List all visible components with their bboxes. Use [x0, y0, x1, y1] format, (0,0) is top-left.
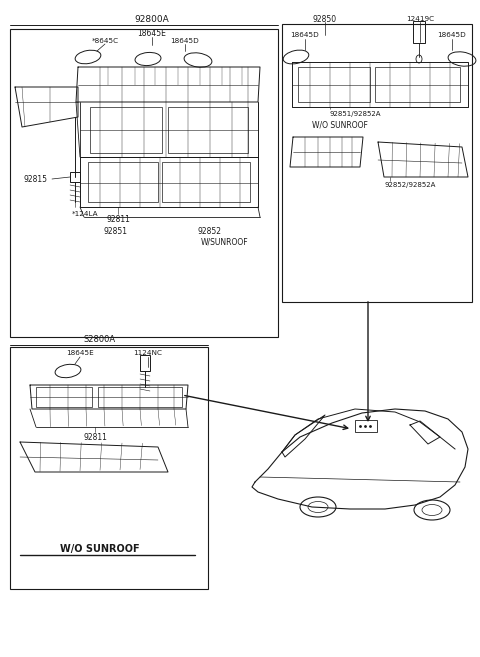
Bar — [413, 21, 425, 43]
Bar — [36, 387, 92, 407]
Bar — [88, 162, 158, 202]
Bar — [90, 107, 162, 153]
Text: 92852: 92852 — [198, 227, 222, 235]
Text: 12419C: 12419C — [406, 16, 434, 22]
Text: 92852/92852A: 92852/92852A — [384, 182, 436, 188]
Bar — [70, 172, 80, 182]
Text: 92800A: 92800A — [134, 14, 169, 24]
Text: 92850: 92850 — [313, 14, 337, 24]
Text: 92815: 92815 — [23, 175, 47, 183]
Bar — [162, 162, 250, 202]
Text: 18645D: 18645D — [438, 32, 467, 38]
Bar — [168, 107, 248, 153]
Text: W/O SUNROOF: W/O SUNROOF — [60, 544, 140, 554]
Text: W/O SUNROOF: W/O SUNROOF — [312, 120, 368, 129]
Text: 18645E: 18645E — [66, 350, 94, 356]
Bar — [140, 355, 150, 371]
Text: 18645E: 18645E — [138, 30, 167, 39]
Bar — [282, 24, 472, 302]
Bar — [10, 347, 208, 589]
Text: 18645D: 18645D — [290, 32, 319, 38]
Text: 1124NC: 1124NC — [133, 350, 163, 356]
Bar — [298, 67, 370, 102]
Text: 92811: 92811 — [83, 432, 107, 442]
Bar — [10, 29, 278, 337]
Text: *124LA: *124LA — [72, 211, 98, 217]
Text: 92851: 92851 — [103, 227, 127, 235]
Text: *8645C: *8645C — [91, 38, 119, 44]
Text: 92851/92852A: 92851/92852A — [329, 111, 381, 117]
Text: 92811: 92811 — [106, 214, 130, 223]
Text: 18645D: 18645D — [170, 38, 199, 44]
Bar — [98, 387, 182, 407]
Text: S2800A: S2800A — [84, 334, 116, 344]
Bar — [355, 420, 377, 432]
Bar — [375, 67, 460, 102]
Text: W/SUNROOF: W/SUNROOF — [200, 237, 248, 246]
